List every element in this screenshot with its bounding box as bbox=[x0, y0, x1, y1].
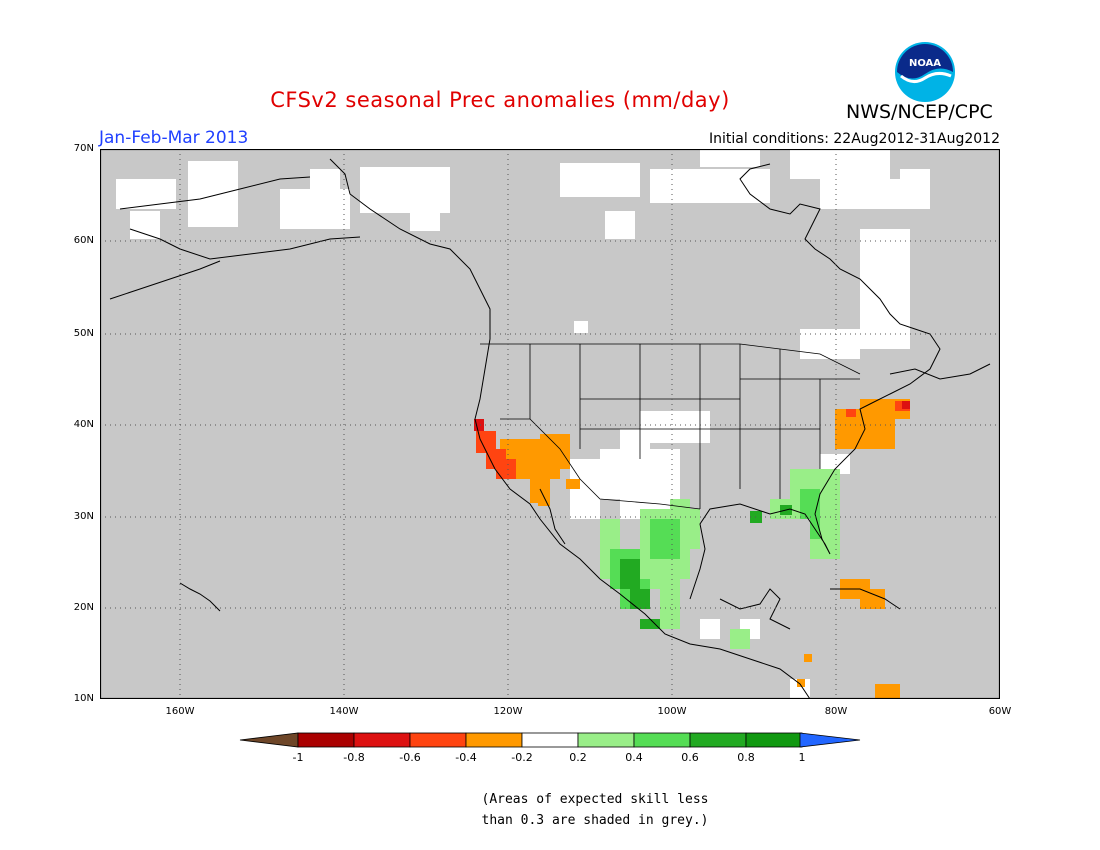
forecast-period: Jan-Feb-Mar 2013 bbox=[99, 128, 249, 148]
colorbar-tick-label: 0.2 bbox=[569, 751, 587, 764]
colorbar-tick-label: -0.8 bbox=[343, 751, 365, 764]
map-frame bbox=[100, 149, 1000, 699]
lon-label-120w: 120W bbox=[493, 706, 523, 717]
colorbar-tick-label: 0.8 bbox=[737, 751, 755, 764]
initial-conditions: Initial conditions: 22Aug2012-31Aug2012 bbox=[709, 131, 1000, 147]
lat-label-20n: 20N bbox=[73, 602, 94, 613]
colorbar-tick-label: -0.4 bbox=[455, 751, 477, 764]
colorbar-bin bbox=[745, 732, 803, 748]
lat-label-40n: 40N bbox=[73, 419, 94, 430]
lat-label-70n: 70N bbox=[73, 143, 94, 154]
skill-note-line-2: than 0.3 are shaded in grey.) bbox=[481, 813, 709, 828]
colorbar-bin bbox=[521, 732, 579, 748]
lon-label-140w: 140W bbox=[329, 706, 359, 717]
colorbar-bins bbox=[297, 732, 803, 748]
colorbar-bin bbox=[353, 732, 411, 748]
white-regions bbox=[116, 149, 930, 699]
lat-label-30n: 30N bbox=[73, 511, 94, 522]
colorbar-tick-label: 0.6 bbox=[681, 751, 699, 764]
precip-anomaly-map bbox=[100, 149, 1000, 699]
state-borders bbox=[480, 343, 861, 510]
lon-label-60w: 60W bbox=[988, 706, 1012, 717]
lon-label-160w: 160W bbox=[165, 706, 195, 717]
colorbar-above-max bbox=[799, 732, 861, 748]
colorbar-bin bbox=[577, 732, 635, 748]
colorbar-tick-label: -0.6 bbox=[399, 751, 421, 764]
logo-text: NOAA bbox=[909, 58, 941, 69]
colorbar-tick-label: -0.2 bbox=[511, 751, 533, 764]
lat-label-10n: 10N bbox=[73, 693, 94, 704]
colorbar-tick-label: 1 bbox=[798, 751, 806, 764]
colorbar-tick-label: 0.4 bbox=[625, 751, 643, 764]
noaa-logo-icon: NOAA bbox=[895, 42, 955, 102]
coastlines bbox=[109, 158, 991, 699]
colorbar-bin bbox=[465, 732, 523, 748]
skill-note-line-1: (Areas of expected skill less bbox=[481, 792, 709, 807]
colorbar-tick-label: -1 bbox=[292, 751, 304, 764]
dry-anomaly-red bbox=[474, 401, 910, 431]
lat-label-50n: 50N bbox=[73, 328, 94, 339]
graticule bbox=[100, 149, 1000, 699]
lon-label-80w: 80W bbox=[824, 706, 848, 717]
colorbar-bin bbox=[633, 732, 691, 748]
colorbar bbox=[239, 732, 861, 748]
colorbar-below-min bbox=[239, 732, 299, 748]
agency-label: NWS/NCEP/CPC bbox=[846, 101, 993, 123]
colorbar-bin bbox=[409, 732, 467, 748]
chart-title: CFSv2 seasonal Prec anomalies (mm/day) bbox=[270, 88, 730, 112]
colorbar-bin bbox=[297, 732, 355, 748]
lat-label-60n: 60N bbox=[73, 235, 94, 246]
colorbar-bin bbox=[689, 732, 747, 748]
lon-label-100w: 100W bbox=[657, 706, 687, 717]
